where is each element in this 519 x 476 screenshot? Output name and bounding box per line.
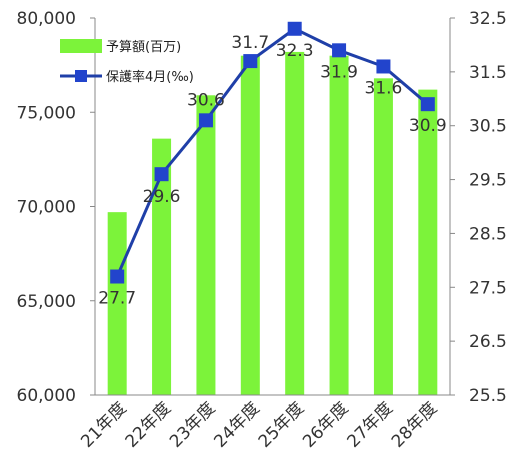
line-data-label: 27.7 — [98, 289, 136, 309]
line-data-label: 32.3 — [276, 41, 314, 61]
line-point-23年度 — [198, 113, 213, 128]
bar-23年度 — [196, 95, 216, 395]
left-tick-label: 60,000 — [17, 386, 76, 406]
right-tick-label: 27.5 — [469, 278, 507, 298]
bar-26年度 — [329, 55, 349, 395]
line-data-label: 31.9 — [320, 62, 358, 82]
right-tick-label: 29.5 — [469, 171, 507, 191]
x-tick-label: 28年度 — [388, 398, 441, 451]
left-tick-label: 75,000 — [17, 103, 76, 123]
line-data-label: 31.6 — [365, 78, 403, 98]
right-tick-label: 25.5 — [469, 386, 507, 406]
x-tick-label: 22年度 — [122, 398, 175, 451]
x-tick-label: 27年度 — [343, 398, 396, 451]
right-tick-label: 26.5 — [469, 332, 507, 352]
left-tick-label: 70,000 — [17, 198, 76, 218]
bar-21年度 — [107, 212, 127, 395]
legend-swatch-marker — [75, 70, 87, 82]
left-tick-label: 65,000 — [17, 292, 76, 312]
line-data-label: 29.6 — [143, 187, 181, 207]
series-line-hogoritsu — [115, 27, 429, 278]
line-data-label: 30.9 — [409, 116, 447, 136]
line-point-21年度 — [110, 269, 125, 284]
legend-label-line: 保護率4月(‰) — [106, 69, 194, 85]
x-tick-label: 23年度 — [166, 398, 219, 451]
x-tick-label: 25年度 — [255, 398, 308, 451]
bar-24年度 — [240, 55, 260, 395]
bar-22年度 — [152, 138, 172, 395]
right-tick-label: 31.5 — [469, 63, 507, 83]
line-point-26年度 — [332, 43, 347, 58]
bar-27年度 — [373, 78, 393, 395]
right-tick-label: 32.5 — [469, 9, 507, 29]
line-point-24年度 — [243, 54, 258, 69]
line-point-25年度 — [287, 21, 302, 36]
x-tick-label: 24年度 — [210, 398, 263, 451]
legend-swatch-bar — [60, 39, 102, 53]
x-tick-label: 26年度 — [299, 398, 352, 451]
line-point-27年度 — [376, 59, 391, 74]
line-point-22年度 — [154, 167, 169, 182]
bar-28年度 — [418, 89, 438, 395]
bar-25年度 — [285, 51, 305, 396]
left-tick-label: 80,000 — [17, 9, 76, 29]
right-tick-label: 28.5 — [469, 224, 507, 244]
legend-label-bar: 予算額(百万) — [106, 40, 181, 55]
line-point-28年度 — [420, 97, 435, 112]
x-tick-label: 21年度 — [77, 398, 130, 451]
right-tick-label: 30.5 — [469, 117, 507, 137]
line-data-label: 30.6 — [187, 90, 225, 110]
legend: 予算額(百万) 保護率4月(‰) — [60, 39, 194, 85]
line-data-label: 31.7 — [231, 33, 269, 53]
